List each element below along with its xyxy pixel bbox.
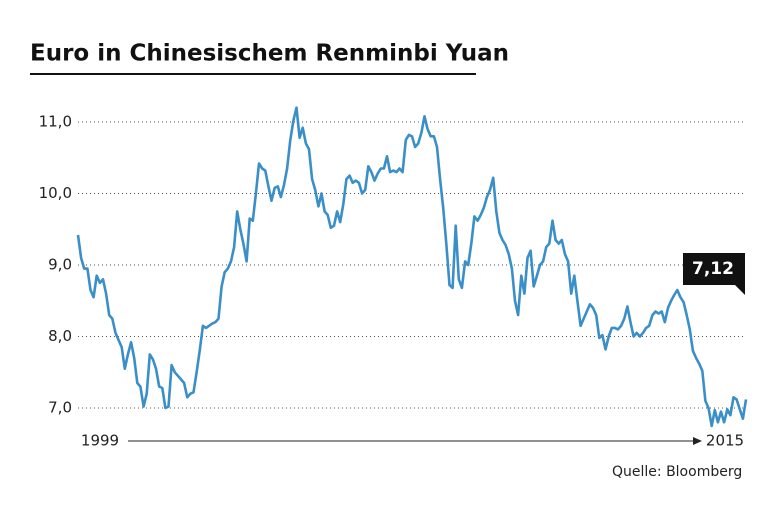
callout: 7,12 [683,253,745,295]
last-value-label: 7,12 [692,259,734,279]
y-tick-label: 11,0 [39,113,72,131]
y-tick-label: 7,0 [48,399,72,417]
y-tick-label: 9,0 [48,256,72,274]
arrow-head [693,437,702,445]
x-tick-label: 2015 [706,432,744,450]
chart-title: Euro in Chinesischem Renminbi Yuan [30,41,509,67]
y-tick-label: 10,0 [39,184,72,202]
callout-box [683,253,745,295]
y-tick-label: 8,0 [48,327,72,345]
line [76,106,748,428]
x-tick-label: 1999 [81,432,119,450]
source: Quelle: Bloomberg [612,464,742,480]
